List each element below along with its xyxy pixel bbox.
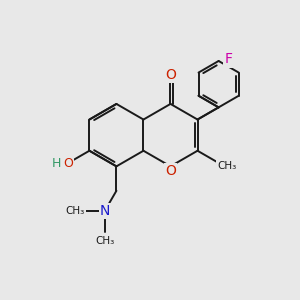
Text: O: O <box>165 164 176 178</box>
Text: O: O <box>63 157 73 170</box>
Text: CH₃: CH₃ <box>95 236 115 245</box>
Text: CH₃: CH₃ <box>65 206 85 216</box>
Text: O: O <box>165 68 176 82</box>
Text: H: H <box>52 157 62 170</box>
Text: CH₃: CH₃ <box>217 161 237 171</box>
Text: F: F <box>224 52 232 67</box>
Text: N: N <box>100 204 110 218</box>
